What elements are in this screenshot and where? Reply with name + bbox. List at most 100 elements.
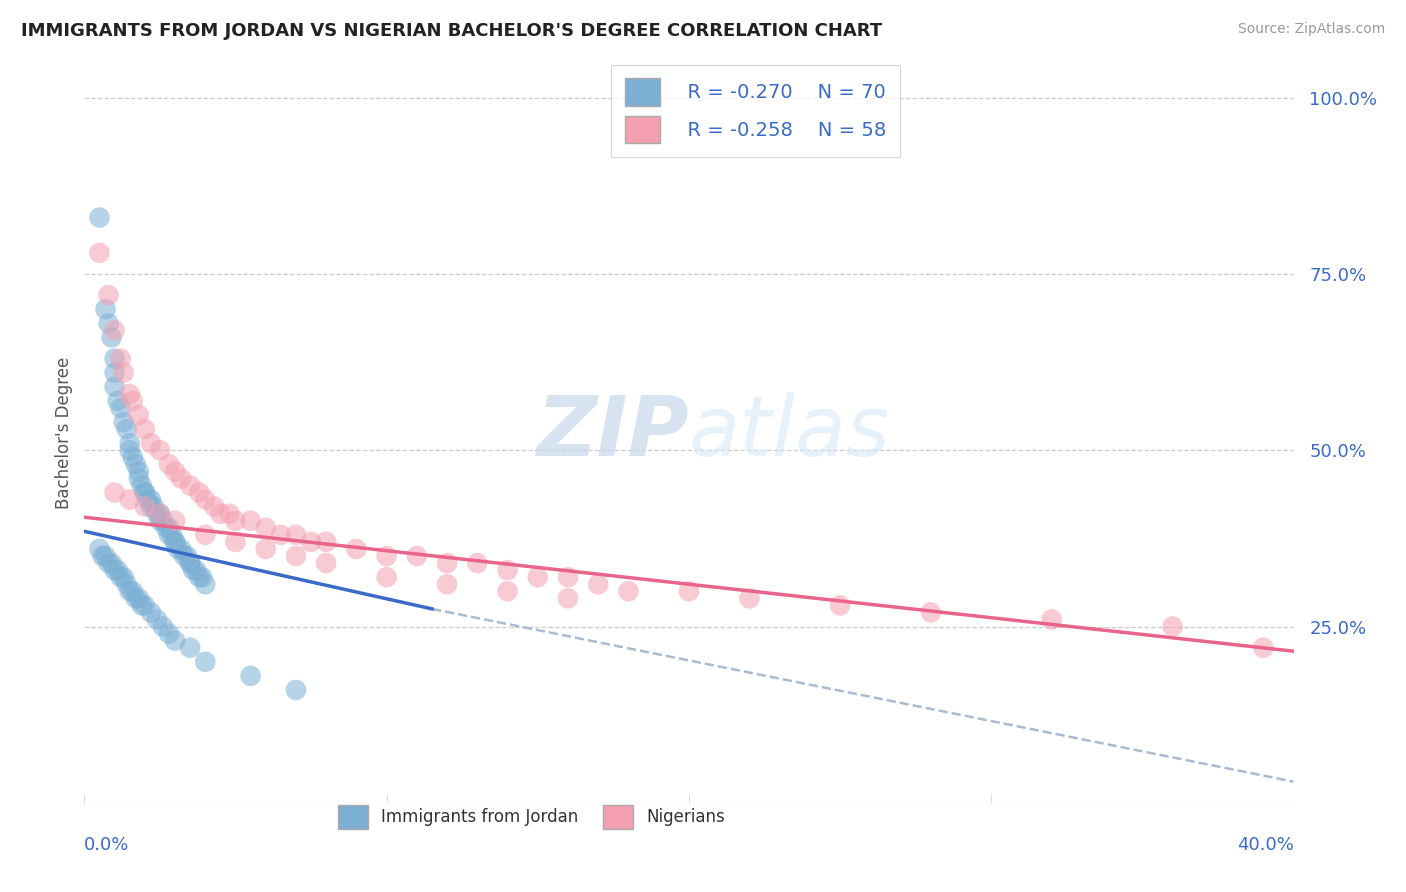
Point — [179, 640, 201, 655]
Point — [139, 606, 162, 620]
Point — [375, 549, 398, 563]
Point — [194, 655, 217, 669]
Point — [104, 351, 127, 366]
Point — [157, 528, 180, 542]
Point — [225, 514, 247, 528]
Point — [139, 500, 162, 514]
Point — [107, 393, 129, 408]
Point — [97, 556, 120, 570]
Point — [146, 507, 169, 521]
Point — [91, 549, 114, 563]
Point — [225, 535, 247, 549]
Point — [134, 485, 156, 500]
Point — [152, 619, 174, 633]
Point — [165, 535, 187, 549]
Point — [170, 471, 193, 485]
Point — [155, 521, 177, 535]
Point — [218, 507, 240, 521]
Point — [149, 507, 172, 521]
Point — [202, 500, 225, 514]
Point — [112, 570, 135, 584]
Point — [1161, 619, 1184, 633]
Point — [134, 422, 156, 436]
Point — [557, 570, 579, 584]
Point — [134, 485, 156, 500]
Point — [285, 528, 308, 542]
Point — [194, 528, 217, 542]
Point — [588, 577, 610, 591]
Point — [170, 541, 193, 556]
Point — [165, 464, 187, 478]
Point — [89, 211, 111, 225]
Point — [157, 458, 180, 472]
Point — [1253, 640, 1275, 655]
Text: 0.0%: 0.0% — [84, 836, 129, 855]
Point — [186, 563, 208, 577]
Point — [128, 471, 150, 485]
Point — [118, 387, 141, 401]
Point — [157, 521, 180, 535]
Point — [104, 563, 127, 577]
Point — [125, 591, 148, 606]
Point — [121, 450, 143, 465]
Point — [139, 492, 162, 507]
Point — [299, 535, 322, 549]
Point — [146, 612, 169, 626]
Point — [115, 422, 138, 436]
Legend: Immigrants from Jordan, Nigerians: Immigrants from Jordan, Nigerians — [332, 798, 733, 835]
Point — [254, 521, 277, 535]
Point — [181, 563, 204, 577]
Point — [678, 584, 700, 599]
Y-axis label: Bachelor's Degree: Bachelor's Degree — [55, 357, 73, 508]
Point — [104, 323, 127, 337]
Point — [118, 492, 141, 507]
Point — [131, 478, 153, 492]
Point — [176, 549, 198, 563]
Point — [557, 591, 579, 606]
Point — [496, 563, 519, 577]
Point — [118, 443, 141, 458]
Point — [89, 541, 111, 556]
Point — [152, 514, 174, 528]
Point — [110, 570, 132, 584]
Point — [149, 507, 172, 521]
Point — [315, 535, 337, 549]
Point — [194, 577, 217, 591]
Point — [97, 288, 120, 302]
Point — [315, 556, 337, 570]
Point — [617, 584, 640, 599]
Text: ZIP: ZIP — [536, 392, 689, 473]
Point — [1040, 612, 1063, 626]
Point — [157, 626, 180, 640]
Point — [188, 485, 211, 500]
Point — [194, 492, 217, 507]
Point — [134, 599, 156, 613]
Point — [89, 245, 111, 260]
Point — [406, 549, 429, 563]
Point — [100, 330, 122, 344]
Point — [104, 380, 127, 394]
Point — [128, 464, 150, 478]
Point — [110, 401, 132, 415]
Point — [94, 549, 117, 563]
Point — [149, 514, 172, 528]
Point — [209, 507, 232, 521]
Point — [188, 570, 211, 584]
Point — [104, 485, 127, 500]
Point — [285, 549, 308, 563]
Point — [112, 415, 135, 429]
Point — [136, 492, 159, 507]
Point — [160, 528, 183, 542]
Point — [467, 556, 489, 570]
Point — [179, 478, 201, 492]
Text: Source: ZipAtlas.com: Source: ZipAtlas.com — [1237, 22, 1385, 37]
Point — [346, 541, 368, 556]
Point — [121, 584, 143, 599]
Point — [94, 302, 117, 317]
Text: atlas: atlas — [689, 392, 890, 473]
Point — [165, 514, 187, 528]
Point — [285, 683, 308, 698]
Point — [131, 599, 153, 613]
Point — [165, 633, 187, 648]
Text: IMMIGRANTS FROM JORDAN VS NIGERIAN BACHELOR'S DEGREE CORRELATION CHART: IMMIGRANTS FROM JORDAN VS NIGERIAN BACHE… — [21, 22, 882, 40]
